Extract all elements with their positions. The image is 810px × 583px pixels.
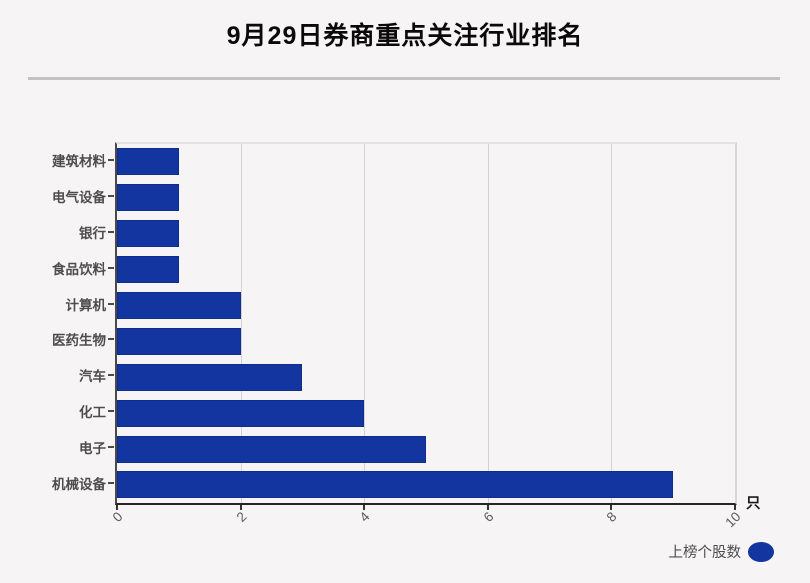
- bar-row: [117, 467, 735, 503]
- title-divider: [28, 77, 780, 80]
- legend: 上榜个股数: [668, 541, 774, 562]
- x-tick-mark: [610, 505, 613, 510]
- y-tick-mark: [108, 482, 114, 485]
- gridline-x-8: [611, 144, 613, 503]
- bar-row: [117, 216, 735, 252]
- bar-银行: [117, 220, 179, 248]
- y-axis-label: 化工: [79, 405, 106, 421]
- bar-rows: [117, 144, 735, 503]
- x-tick-mark: [363, 505, 366, 510]
- x-tick-label: 2: [233, 509, 250, 525]
- x-tick-mark: [116, 505, 118, 510]
- bar-电气设备: [117, 184, 179, 212]
- y-axis-label: 电子: [79, 441, 106, 457]
- x-tick-mark: [239, 505, 242, 510]
- bar-row: [117, 359, 735, 395]
- bar-row: [117, 323, 735, 359]
- x-tick-label: 10: [722, 509, 744, 531]
- bar-电子: [117, 435, 426, 463]
- plot-area: [115, 142, 737, 505]
- gridline-x-4: [364, 144, 366, 503]
- bar-化工: [117, 399, 365, 427]
- y-axis-labels: 建筑材料电气设备银行食品饮料计算机医药生物汽车化工电子机械设备: [0, 142, 106, 501]
- y-axis-label: 计算机: [65, 297, 107, 313]
- bar-建筑材料: [117, 148, 179, 176]
- y-axis-label: 食品饮料: [52, 261, 106, 277]
- y-tick-mark: [108, 410, 114, 413]
- y-axis-label: 汽车: [79, 369, 106, 385]
- x-tick-label: 6: [480, 509, 497, 525]
- y-axis-label: 机械设备: [52, 476, 106, 492]
- chart-title: 9月29日券商重点关注行业排名: [226, 22, 584, 50]
- legend-marker-icon: [748, 541, 774, 562]
- bar-row: [117, 395, 735, 431]
- bar-计算机: [117, 292, 241, 319]
- y-tick-mark: [108, 302, 114, 305]
- bar-row: [117, 180, 735, 216]
- y-axis-label: 电气设备: [52, 189, 106, 205]
- gridline-x-6: [487, 144, 489, 503]
- y-tick-mark: [108, 158, 114, 161]
- bar-row: [117, 431, 735, 467]
- y-tick-mark: [108, 266, 114, 269]
- y-tick-mark: [108, 194, 114, 197]
- bar-row: [117, 288, 735, 324]
- bar-机械设备: [117, 471, 674, 499]
- legend-label: 上榜个股数: [668, 545, 742, 561]
- x-tick-label: 8: [604, 509, 620, 525]
- bar-row: [117, 144, 735, 180]
- bar-row: [117, 252, 735, 288]
- y-tick-mark: [108, 230, 114, 233]
- bar-医药生物: [117, 327, 241, 355]
- gridline-x-2: [240, 144, 242, 503]
- y-tick-mark: [108, 446, 114, 449]
- x-tick-label: 0: [109, 509, 126, 525]
- y-axis-label: 建筑材料: [52, 153, 106, 169]
- bar-汽车: [117, 363, 303, 391]
- x-tick-mark: [734, 505, 736, 510]
- x-axis-unit-label: 只: [746, 496, 761, 512]
- y-axis-label: 医药生物: [52, 333, 106, 349]
- y-tick-mark: [108, 338, 114, 341]
- bar-食品饮料: [117, 256, 179, 284]
- y-tick-mark: [108, 374, 114, 377]
- x-tick-label: 4: [356, 509, 373, 525]
- x-tick-mark: [486, 505, 489, 510]
- y-axis-label: 银行: [79, 225, 106, 241]
